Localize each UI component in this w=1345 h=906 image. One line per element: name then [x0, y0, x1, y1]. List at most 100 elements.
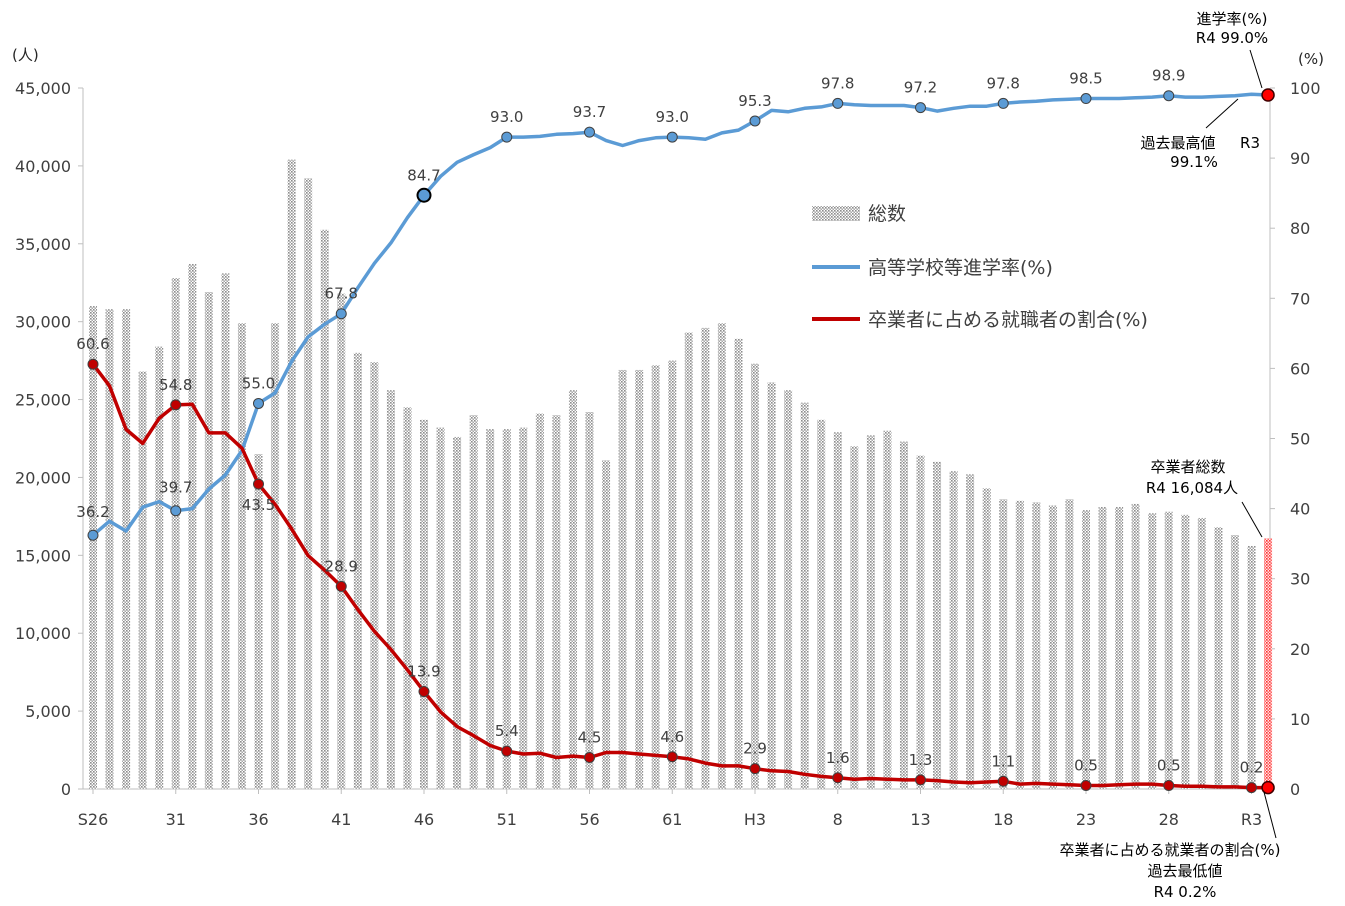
label-employment-ratio: 13.9: [407, 663, 440, 681]
label-advance-rate: 39.7: [159, 479, 192, 497]
bar-total: [469, 415, 478, 789]
bar-total: [237, 323, 246, 789]
labels-advance-rate: 36.2 39.7 55.0 67.8 84.7 93.0 93.7 93.0 95.3 97.8…: [76, 67, 1185, 522]
annotation-rate-title: 進学率(%): [1197, 10, 1268, 28]
bar-total: [899, 441, 908, 789]
label-advance-rate: 98.9: [1152, 67, 1185, 85]
bar-total: [1230, 535, 1239, 789]
marker-advance-rate-latest: [1261, 88, 1275, 102]
bar-total: [817, 419, 826, 789]
line-employment-ratio: [91, 363, 1268, 790]
bar-total: [585, 412, 594, 789]
marker-employment-ratio-latest: [1261, 780, 1275, 795]
bar-total: [568, 390, 577, 789]
label-employment-ratio: 0.5: [1074, 756, 1098, 774]
label-employment-ratio: 5.4: [495, 722, 519, 740]
bar-total: [138, 371, 147, 789]
bar-total: [171, 278, 180, 789]
left-tick-label: 45,000: [15, 79, 71, 98]
annotation-employ-min: 卒業者に占める就業者の割合(%) 過去最低値 R4 0.2%: [1060, 791, 1280, 901]
marker-employment-ratio: [87, 358, 99, 370]
bar-total: [1032, 502, 1041, 789]
marker-employment-ratio: [666, 751, 678, 763]
left-tick-label: 35,000: [15, 235, 71, 254]
marker-employment-ratio: [501, 745, 513, 757]
right-tick-label: 0: [1290, 780, 1300, 799]
annotation-record-value: 99.1%: [1170, 153, 1218, 171]
label-advance-rate: 97.2: [904, 79, 937, 97]
label-advance-rate: 67.8: [325, 285, 358, 303]
left-tick-label: 10,000: [15, 624, 71, 643]
right-axis-unit: (%): [1298, 50, 1324, 68]
label-advance-rate: 95.3: [738, 92, 771, 110]
bar-total: [1247, 545, 1256, 789]
bar-total: [635, 369, 644, 789]
left-tick-label: 15,000: [15, 546, 71, 565]
bar-total: [1098, 507, 1107, 789]
label-advance-rate: 93.7: [573, 103, 606, 121]
x-tick-label: 18: [993, 810, 1013, 829]
marker-advance-rate: [501, 131, 513, 143]
bar-total: [204, 292, 213, 789]
left-tick-label: 25,000: [15, 391, 71, 410]
left-axis-ticks: 0 5,000 10,000 15,000 20,000 25,000 30,000 35,0…: [15, 79, 83, 799]
bar-total: [89, 306, 97, 789]
marker-employment-ratio: [1080, 779, 1092, 791]
bar-total: [1181, 514, 1190, 789]
marker-advance-rate: [335, 308, 347, 320]
left-tick-label: 40,000: [15, 157, 71, 176]
bar-total: [999, 499, 1008, 789]
bar-total: [320, 229, 329, 789]
bar-total: [552, 415, 561, 789]
annotation-rate-value: R4 99.0%: [1196, 29, 1268, 47]
marker-employment-ratio: [997, 775, 1009, 787]
label-employment-ratio: 54.8: [159, 376, 192, 394]
bar-total: [453, 436, 462, 789]
annotation-total-leader: [1241, 501, 1263, 538]
label-advance-rate: 55.0: [242, 374, 275, 392]
x-tick-label: 36: [248, 810, 268, 829]
bar-total: [1164, 511, 1173, 789]
right-tick-label: 100: [1290, 79, 1321, 98]
bar-total: [949, 471, 958, 789]
marker-advance-rate: [749, 115, 761, 127]
bar-total: [1214, 527, 1223, 789]
bar-total: [701, 327, 710, 789]
bar-total: [420, 419, 428, 789]
annotation-total-latest: 卒業者総数 R4 16,084人: [1146, 458, 1263, 538]
marker-advance-rate: [915, 102, 926, 114]
annotation-record-title: 過去最高値: [1140, 134, 1215, 152]
marker-employment-ratio: [832, 772, 844, 784]
annotation-rate-record: 過去最高値 99.1% R3: [1140, 98, 1260, 171]
bar-total: [254, 454, 263, 789]
label-advance-rate: 93.0: [490, 108, 523, 126]
label-advance-rate: 97.8: [987, 74, 1020, 92]
marker-advance-rate: [666, 131, 678, 143]
annotation-rate-latest: 進学率(%) R4 99.0%: [1196, 10, 1268, 89]
marker-employment-ratio: [584, 751, 595, 763]
x-tick-label: 13: [910, 810, 930, 829]
label-advance-rate: 93.0: [656, 108, 689, 126]
markers-advance-rate: [87, 88, 1275, 541]
right-tick-label: 20: [1290, 640, 1310, 659]
label-advance-rate: 97.8: [821, 74, 854, 92]
markers-employment-ratio: [87, 358, 1275, 795]
bar-total: [353, 352, 362, 789]
legend-label-employ: 卒業者に占める就職者の割合(%): [868, 309, 1148, 331]
label-employment-ratio: 0.2: [1240, 759, 1264, 777]
bar-total: [982, 488, 991, 789]
bar-total: [337, 293, 346, 789]
x-axis-ticks: S26 31 36 41 46 51 56 61 H3 8 13 18 23 28 R3: [78, 789, 1262, 829]
bar-total: [105, 309, 114, 789]
legend-swatch-total: [812, 206, 860, 221]
right-tick-label: 10: [1290, 710, 1310, 729]
bar-total: [751, 363, 759, 789]
bar-total: [767, 382, 776, 789]
marker-employment-ratio: [749, 763, 761, 775]
left-axis-unit: (人): [12, 46, 39, 64]
left-tick-label: 5,000: [25, 702, 71, 721]
right-tick-label: 80: [1290, 219, 1310, 238]
bar-total: [1115, 507, 1124, 789]
marker-advance-rate: [253, 397, 264, 409]
marker-employment-ratio: [1163, 779, 1175, 791]
